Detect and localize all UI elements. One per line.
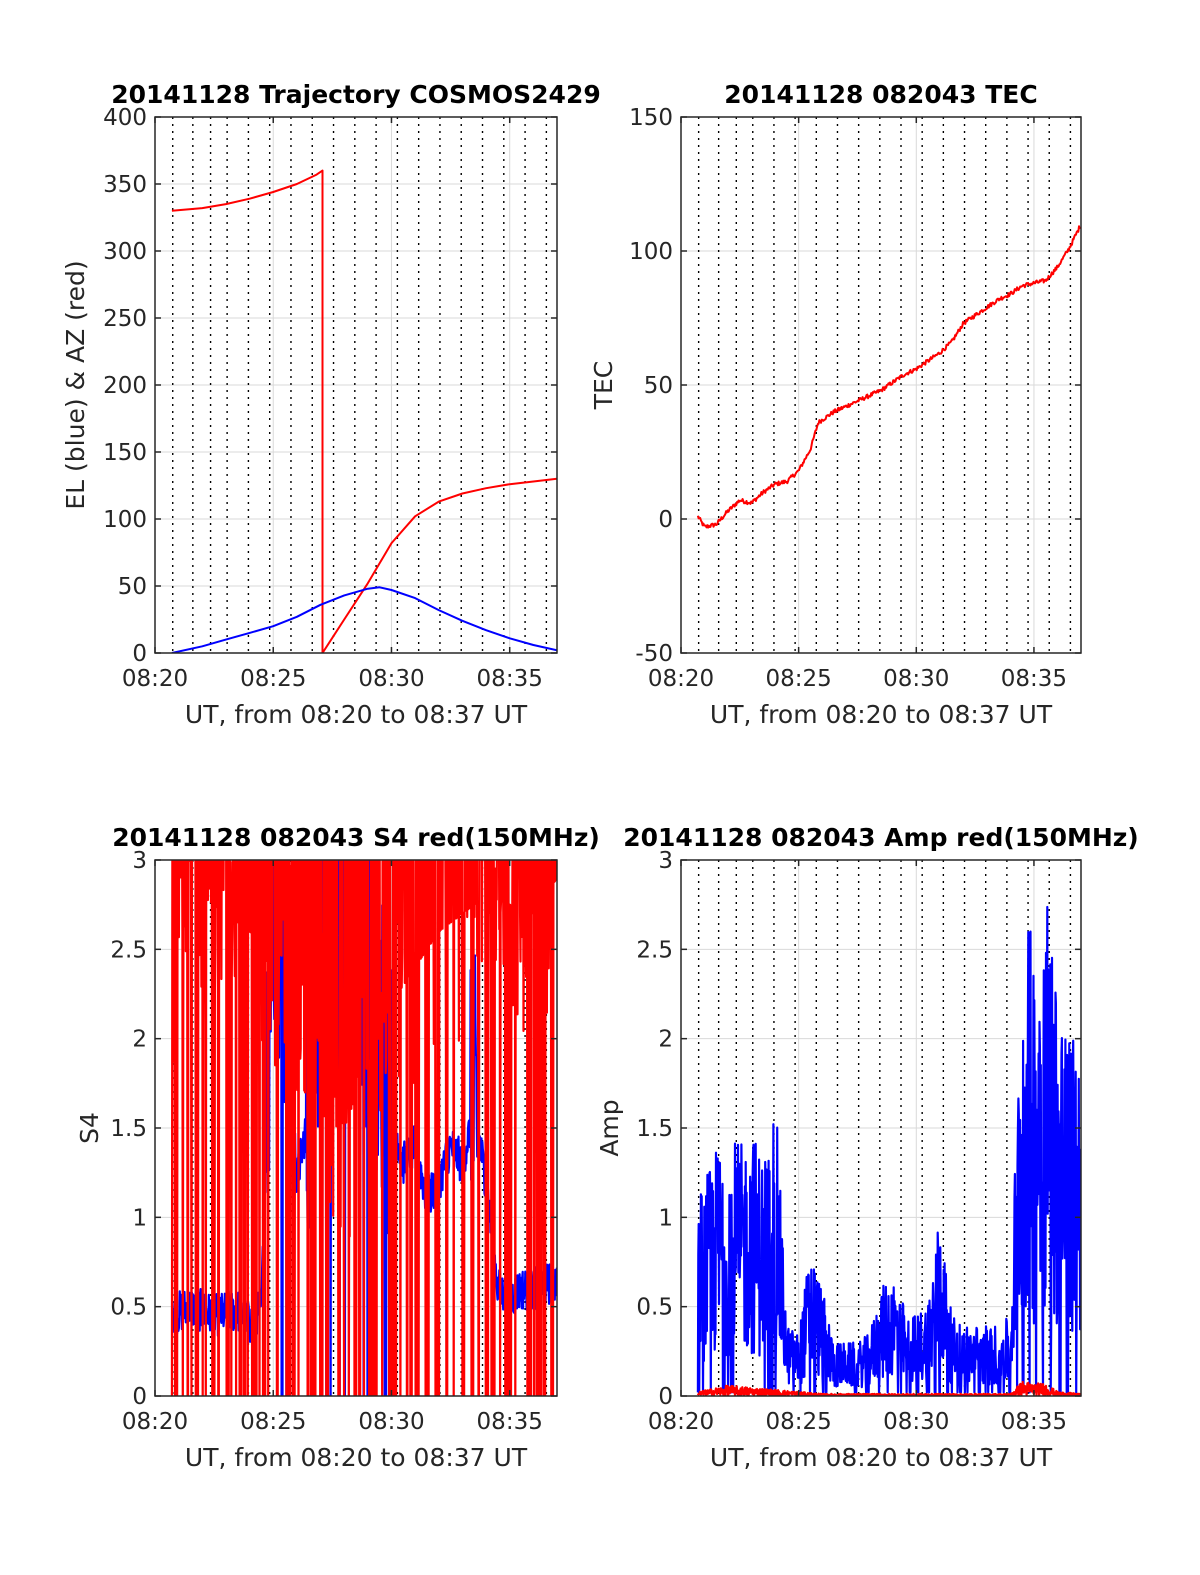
series-line-blue [696,905,1081,1394]
chart-title: 20141128 082043 Amp red(150MHz) [623,823,1139,852]
y-tick-label: 150 [103,440,147,466]
y-axis-label: TEC [589,361,618,411]
y-tick-label: 3 [132,848,147,874]
y-tick-label: 150 [629,105,673,131]
y-tick-label: 400 [103,105,147,131]
y-tick-label: 250 [103,306,147,332]
x-tick-label: 08:25 [765,666,831,692]
x-tick-label: 08:25 [765,1409,831,1435]
x-tick-label: 08:35 [477,1409,543,1435]
y-tick-label: 0 [658,1384,673,1410]
y-tick-label: 0 [132,641,147,667]
x-tick-label: 08:20 [122,666,188,692]
series-line-red [170,860,557,1396]
y-tick-label: 200 [103,373,147,399]
y-tick-label: 1.5 [636,1116,673,1142]
y-tick-label: 300 [103,239,147,265]
x-tick-label: 08:30 [358,666,424,692]
x-tick-label: 08:25 [240,1409,306,1435]
x-tick-label: 08:20 [648,1409,714,1435]
chart-title: 20141128 Trajectory COSMOS2429 [111,80,601,109]
y-tick-label: 100 [629,239,673,265]
y-tick-label: 0 [132,1384,147,1410]
y-tick-label: 2 [658,1027,673,1053]
x-tick-label: 08:35 [1001,1409,1067,1435]
x-axis-label: UT, from 08:20 to 08:37 UT [185,700,528,729]
series-line-red [171,169,557,653]
x-tick-label: 08:30 [883,1409,949,1435]
x-axis-label: UT, from 08:20 to 08:37 UT [710,1443,1053,1472]
y-tick-label: 1 [132,1205,147,1231]
y-tick-label: 50 [118,574,147,600]
series-line-red [696,1380,1081,1396]
x-tick-label: 08:30 [883,666,949,692]
chart-panel-2: -50 0 50 100 150 08:20 08:25 08:30 08:35 20141128… [589,80,1082,729]
y-tick-label: 2.5 [110,937,147,963]
x-tick-label: 08:20 [122,1409,188,1435]
x-tick-label: 08:35 [477,666,543,692]
y-tick-label: 100 [103,507,147,533]
y-tick-label: 2.5 [636,937,673,963]
y-tick-label: 1.5 [110,1116,147,1142]
y-axis-label: S4 [75,1112,104,1144]
x-tick-label: 08:35 [1001,666,1067,692]
y-axis-label: EL (blue) & AZ (red) [61,260,90,509]
chart-panel-3: 0 0.5 1 1.5 2 2.5 3 08:20 08:25 08:30 08:35 2014112… [75,823,600,1472]
x-tick-label: 08:25 [240,666,306,692]
y-axis-label: Amp [595,1099,624,1156]
y-tick-label: 1 [658,1205,673,1231]
y-tick-label: 0.5 [110,1295,147,1321]
y-tick-label: 0 [658,507,673,533]
chart-panel-1: 0 50 100 150 200 250 300 350 400 08:20 08:25 08:30 0… [61,80,601,729]
x-axis-label: UT, from 08:20 to 08:37 UT [710,700,1053,729]
x-tick-label: 08:30 [358,1409,424,1435]
y-tick-label: 350 [103,172,147,198]
y-tick-label: 2 [132,1027,147,1053]
series-line-red [696,225,1081,529]
chart-title: 20141128 082043 S4 red(150MHz) [112,823,600,852]
x-axis-label: UT, from 08:20 to 08:37 UT [185,1443,528,1472]
chart-title: 20141128 082043 TEC [724,80,1037,109]
y-tick-label: -50 [635,641,673,667]
y-tick-label: 3 [658,848,673,874]
series-line-blue [171,586,557,653]
x-tick-label: 08:20 [648,666,714,692]
y-tick-label: 50 [644,373,673,399]
chart-panel-4: 0 0.5 1 1.5 2 2.5 3 08:20 08:25 08:30 08:35 2014112… [595,823,1139,1472]
y-tick-label: 0.5 [636,1295,673,1321]
